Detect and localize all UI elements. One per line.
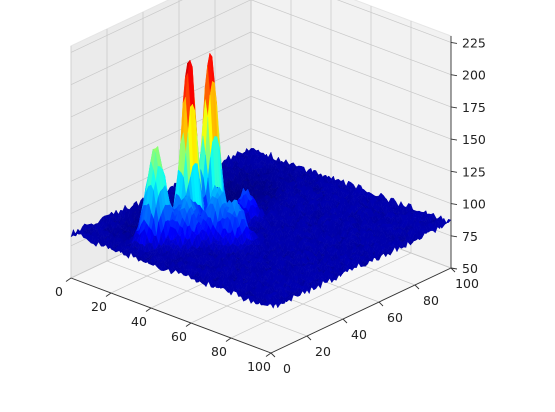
gridline-z <box>70 95 452 182</box>
gridline-z <box>70 128 452 214</box>
gridline-z <box>70 31 452 118</box>
gridline-z <box>70 63 452 150</box>
gridline-z <box>70 0 452 86</box>
surface-mesh <box>70 52 452 309</box>
gridline-z <box>70 0 452 53</box>
